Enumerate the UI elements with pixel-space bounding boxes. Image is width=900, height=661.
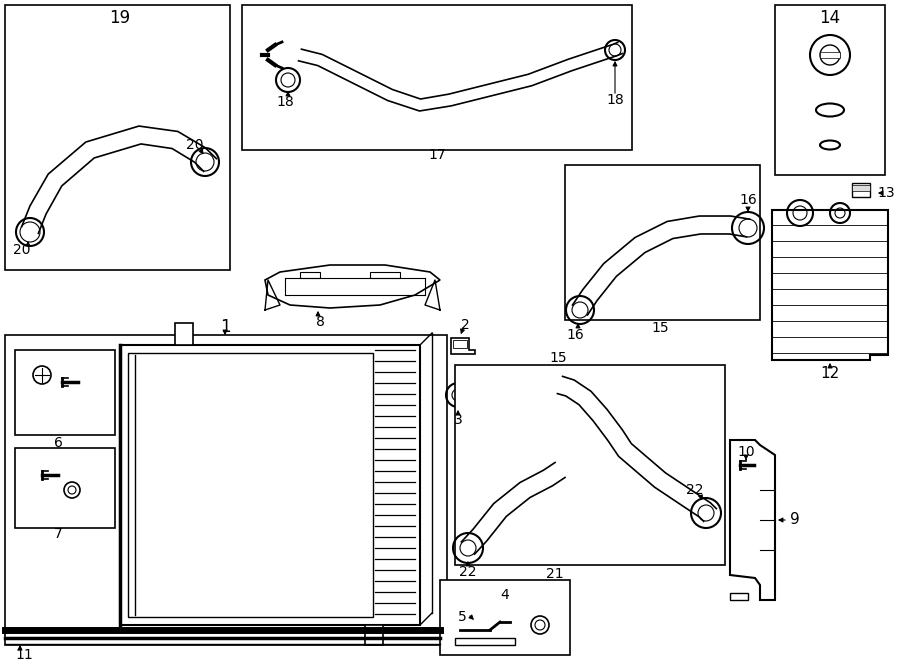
Text: 9: 9 (790, 512, 800, 527)
Text: 5: 5 (457, 610, 466, 624)
Bar (5, 335, 447, 645)
Bar (440, 580, 570, 655)
Text: 20: 20 (186, 138, 203, 152)
Bar (175, 323, 193, 345)
Text: 13: 13 (878, 186, 895, 200)
Bar (775, 5, 885, 175)
Text: 14: 14 (819, 9, 841, 27)
Text: 17: 17 (428, 148, 446, 162)
Bar (15, 350, 115, 435)
Text: 20: 20 (14, 243, 31, 257)
Polygon shape (451, 338, 475, 354)
Text: 2: 2 (461, 318, 470, 332)
Text: 11: 11 (15, 648, 32, 661)
Text: 12: 12 (821, 366, 840, 381)
Text: 1: 1 (220, 318, 230, 336)
Bar (565, 165, 760, 320)
Text: 10: 10 (737, 445, 755, 459)
Polygon shape (453, 340, 467, 348)
Text: 19: 19 (110, 9, 130, 27)
Polygon shape (370, 272, 400, 278)
Polygon shape (730, 593, 748, 600)
Polygon shape (852, 185, 870, 191)
Text: 6: 6 (54, 436, 62, 450)
Bar (120, 345, 420, 625)
Text: 18: 18 (276, 95, 294, 109)
Text: 22: 22 (686, 483, 704, 497)
Text: 4: 4 (500, 588, 509, 602)
Polygon shape (300, 272, 320, 278)
Text: 18: 18 (606, 93, 624, 107)
Text: 15: 15 (549, 351, 567, 365)
Polygon shape (730, 440, 775, 600)
Bar (15, 448, 115, 528)
Text: 16: 16 (739, 193, 757, 207)
Text: 22: 22 (459, 565, 477, 579)
Polygon shape (265, 265, 440, 308)
Bar (128, 353, 373, 617)
Bar (242, 5, 632, 150)
Polygon shape (820, 52, 840, 58)
Text: 3: 3 (454, 413, 463, 427)
Bar (852, 183, 870, 197)
Bar (365, 625, 383, 645)
Text: 7: 7 (54, 527, 62, 541)
Polygon shape (772, 210, 888, 360)
Text: 16: 16 (566, 328, 584, 342)
Bar (455, 365, 725, 565)
Text: 15: 15 (652, 321, 669, 335)
Bar (5, 5, 230, 270)
Text: 8: 8 (316, 315, 324, 329)
Text: 21: 21 (546, 567, 563, 581)
Polygon shape (455, 638, 515, 645)
